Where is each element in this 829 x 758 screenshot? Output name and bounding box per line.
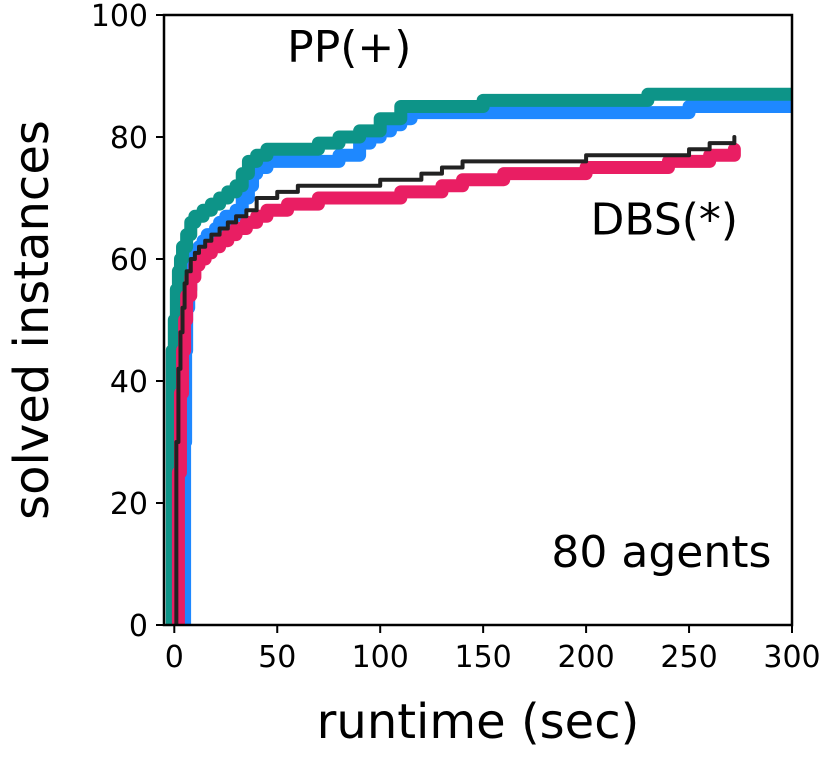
x-tick-label: 250 [660, 640, 717, 675]
x-tick-label: 0 [165, 640, 184, 675]
y-tick-label: 0 [129, 609, 148, 644]
x-tick-label: 300 [763, 640, 820, 675]
x-tick-label: 50 [258, 640, 296, 675]
x-axis-title: runtime (sec) [317, 694, 640, 750]
x-tick-label: 200 [557, 640, 614, 675]
panel-label: 80 agents [551, 527, 771, 578]
y-axis: 0 20 40 60 80 100 [91, 0, 164, 644]
series-line-2 [165, 87, 792, 625]
plot-frame [162, 13, 794, 627]
y-tick-label: 60 [110, 243, 148, 278]
y-tick-label: 40 [110, 365, 148, 400]
x-tick-label: 150 [455, 640, 512, 675]
annotation-lower-series: DBS(*) [591, 195, 739, 246]
annotation-upper-series: PP(+) [287, 22, 411, 73]
series-line-4 [174, 135, 737, 625]
series-layer [165, 87, 792, 625]
x-tick-label: 100 [352, 640, 409, 675]
y-tick-label: 20 [110, 487, 148, 522]
y-axis-title: solved instances [4, 120, 60, 520]
y-tick-label: 80 [110, 121, 148, 156]
y-tick-label: 100 [91, 0, 148, 34]
series-line-3 [171, 142, 741, 625]
x-axis: 0 50 100 150 200 250 300 [165, 625, 821, 675]
